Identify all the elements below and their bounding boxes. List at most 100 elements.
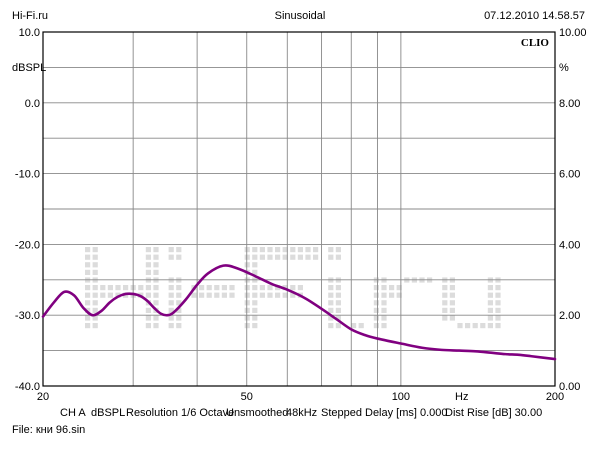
watermark-dot	[153, 315, 159, 321]
watermark-dot	[396, 285, 402, 291]
watermark-dot	[244, 300, 250, 306]
watermark-dot	[214, 285, 220, 291]
watermark-dot	[487, 292, 493, 298]
watermark-dot	[168, 292, 174, 298]
header-title: Sinusoidal	[275, 10, 326, 22]
watermark-dot	[449, 300, 455, 306]
watermark-dot	[85, 285, 91, 291]
watermark-dot	[244, 315, 250, 321]
watermark-dot	[252, 254, 258, 260]
series-layer	[41, 264, 557, 361]
watermark-dot	[145, 269, 151, 275]
watermark-dot	[123, 285, 129, 291]
watermark-dot	[328, 247, 334, 253]
watermark-dot	[85, 262, 91, 268]
watermark-dot	[472, 323, 478, 329]
watermark-dot	[487, 300, 493, 306]
watermark-dot	[252, 300, 258, 306]
watermark-dot	[145, 292, 151, 298]
watermark-dot	[389, 285, 395, 291]
watermark-dot	[290, 285, 296, 291]
x-tick-label: 100	[392, 391, 410, 403]
watermark-logo	[85, 247, 501, 329]
plot-frame	[42, 31, 556, 387]
watermark-dot	[92, 262, 98, 268]
watermark-dot	[92, 247, 98, 253]
watermark-dot	[107, 285, 113, 291]
watermark-dot	[92, 254, 98, 260]
watermark-dot	[495, 323, 501, 329]
y-tick-label-left: -10.0	[15, 169, 40, 181]
watermark-dot	[313, 247, 319, 253]
header-left: Hi-Fi.ru	[12, 10, 48, 22]
x-axis: 20 50 100 200	[37, 391, 564, 403]
watermark-dot	[92, 285, 98, 291]
watermark-dot	[92, 315, 98, 321]
watermark-dot	[267, 247, 273, 253]
watermark-dot	[199, 285, 205, 291]
watermark-dot	[214, 292, 220, 298]
y-axis-left: 10.0 0.0 -10.0 -20.0 -30.0 -40.0	[15, 27, 40, 393]
y-tick-label-right: 10.00	[559, 27, 587, 39]
y-unit-right: %	[559, 62, 569, 74]
watermark-dot	[252, 307, 258, 313]
grid	[43, 32, 555, 386]
watermark-dot	[229, 285, 235, 291]
watermark-dot	[358, 323, 364, 329]
watermark-dot	[275, 292, 281, 298]
footer-file: File: кни 96.sin	[12, 424, 85, 436]
y-tick-label-left: -40.0	[15, 381, 40, 393]
watermark-dot	[297, 285, 303, 291]
watermark-dot	[335, 292, 341, 298]
watermark-dot	[115, 285, 121, 291]
watermark-dot	[381, 315, 387, 321]
x-unit: Hz	[455, 391, 468, 403]
watermark-dot	[252, 323, 258, 329]
watermark-dot	[85, 254, 91, 260]
watermark-dot	[168, 307, 174, 313]
watermark-dot	[153, 300, 159, 306]
watermark-dot	[145, 285, 151, 291]
watermark-dot	[396, 292, 402, 298]
watermark-dot	[275, 247, 281, 253]
watermark-dot	[206, 292, 212, 298]
x-tick-label: 20	[37, 391, 49, 403]
watermark-dot	[487, 285, 493, 291]
watermark-dot	[373, 300, 379, 306]
watermark-dot	[449, 315, 455, 321]
watermark-dot	[176, 254, 182, 260]
watermark-dot	[176, 247, 182, 253]
watermark-dot	[290, 254, 296, 260]
y-tick-label-right: 4.00	[559, 239, 580, 251]
watermark-dot	[244, 307, 250, 313]
watermark-dot	[442, 315, 448, 321]
watermark-dot	[229, 292, 235, 298]
watermark-dot	[275, 285, 281, 291]
watermark-dot	[259, 254, 265, 260]
watermark-dot	[259, 292, 265, 298]
watermark-dot	[206, 285, 212, 291]
watermark-dot	[259, 285, 265, 291]
watermark-dot	[85, 247, 91, 253]
watermark-dot	[153, 285, 159, 291]
watermark-dot	[373, 323, 379, 329]
watermark-dot	[176, 315, 182, 321]
footer-channel: CH A	[60, 407, 86, 419]
watermark-dot	[449, 285, 455, 291]
watermark-dot	[335, 254, 341, 260]
watermark-dot	[145, 323, 151, 329]
watermark-dot	[373, 315, 379, 321]
watermark-dot	[221, 292, 227, 298]
watermark-dot	[457, 323, 463, 329]
watermark-dot	[92, 323, 98, 329]
y-tick-label-right: 8.00	[559, 98, 580, 110]
x-tick-label: 50	[241, 391, 253, 403]
watermark-dot	[328, 254, 334, 260]
watermark-dot	[153, 247, 159, 253]
watermark-dot	[328, 285, 334, 291]
y-unit-left: dBSPL	[12, 62, 46, 74]
y-tick-label-left: -20.0	[15, 239, 40, 251]
watermark-dot	[487, 307, 493, 313]
watermark-dot	[252, 262, 258, 268]
watermark-dot	[252, 292, 258, 298]
